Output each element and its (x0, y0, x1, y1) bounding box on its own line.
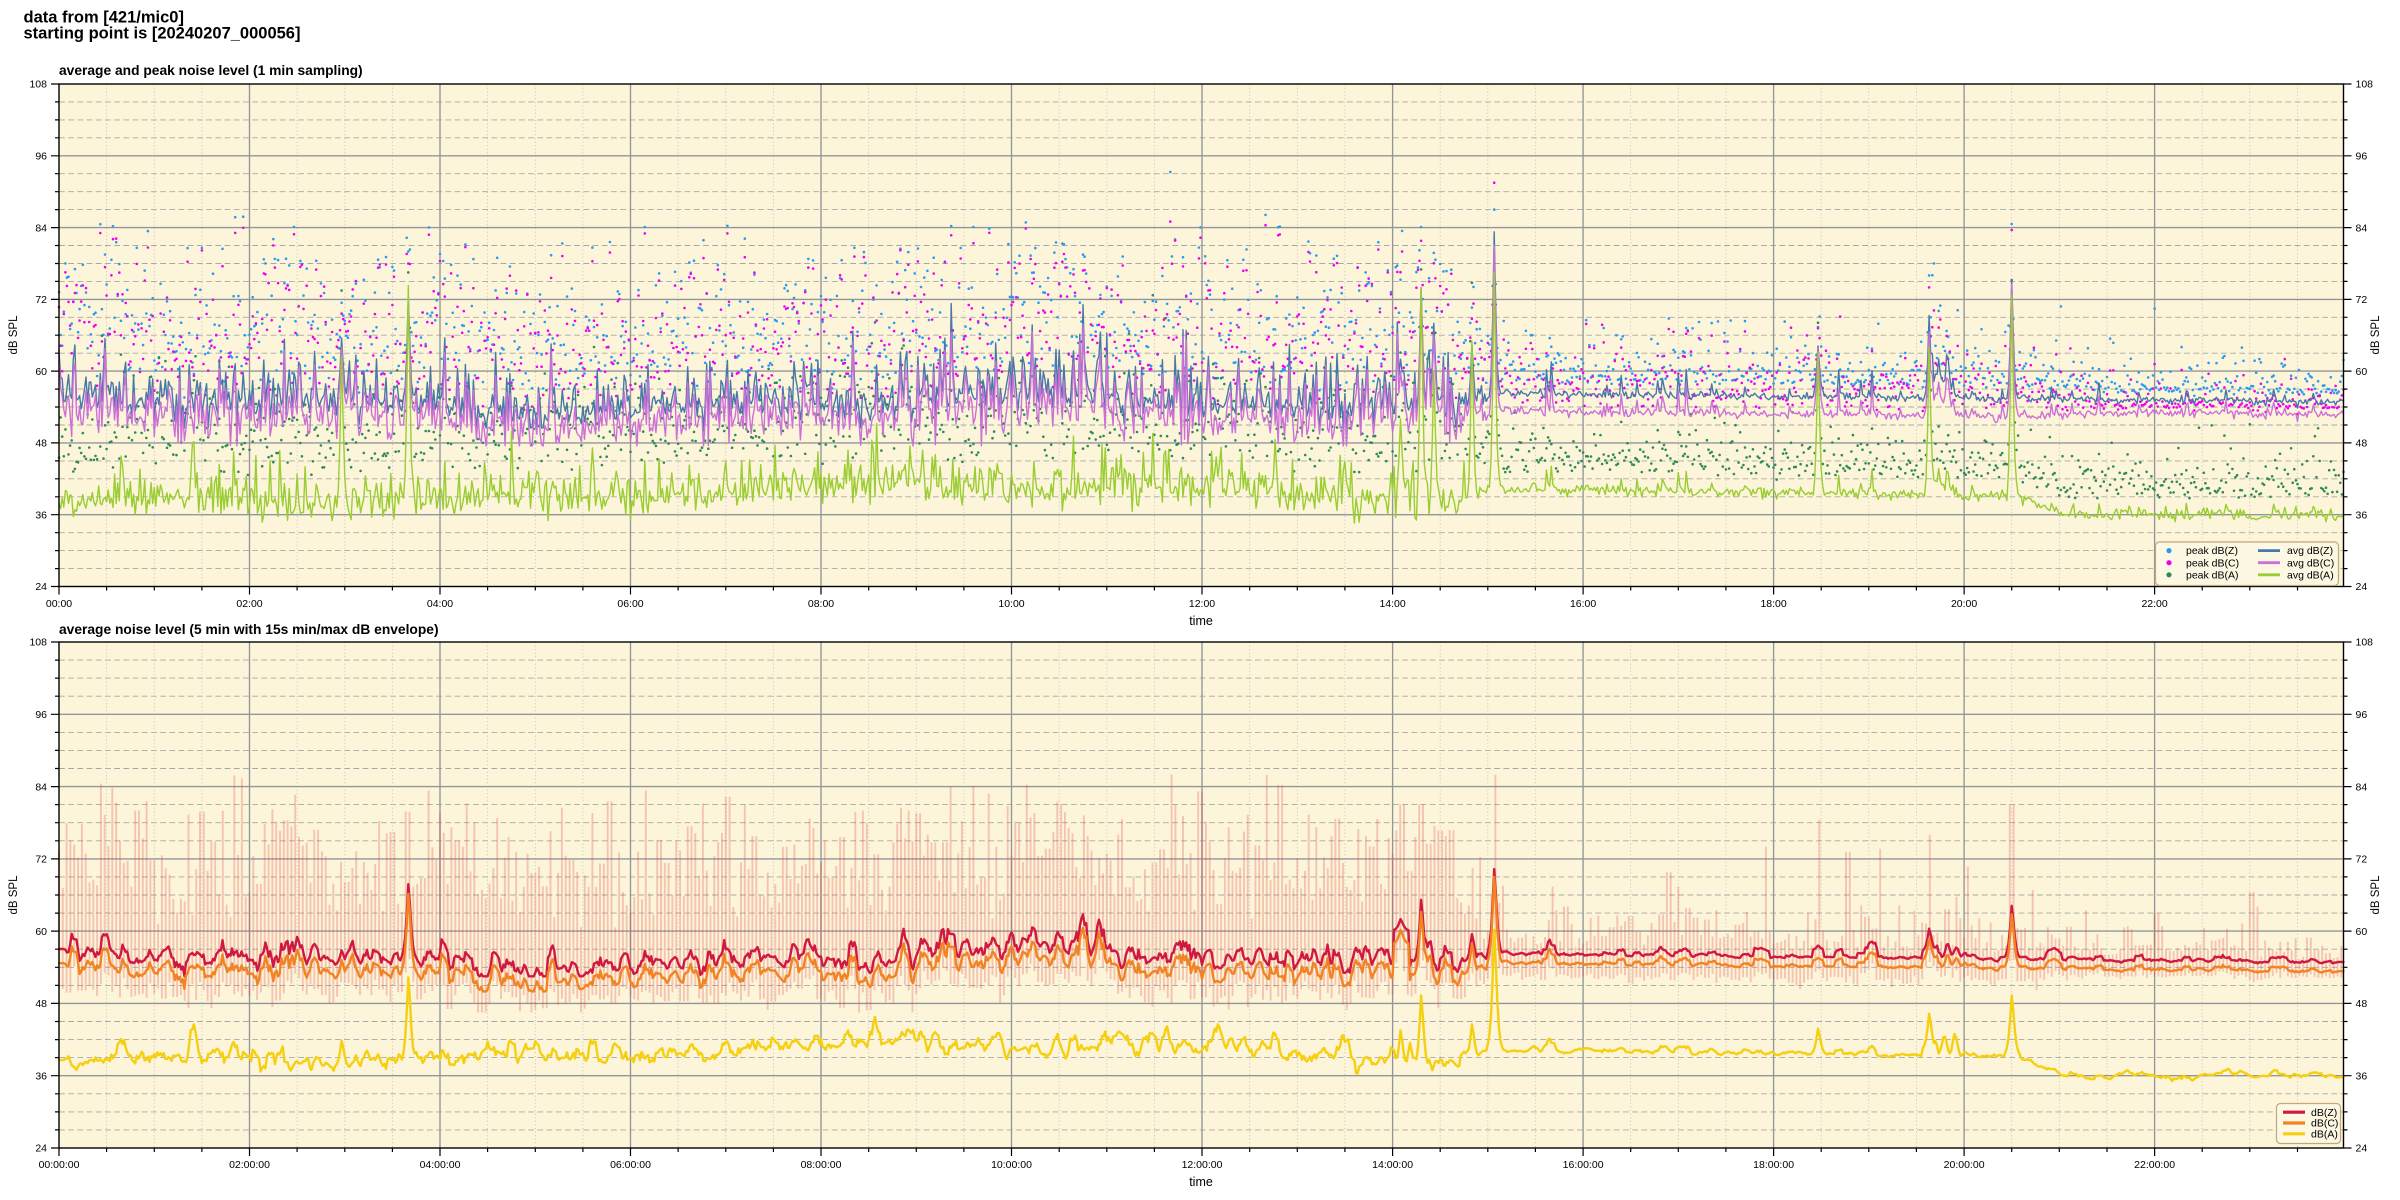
svg-text:04:00: 04:00 (427, 598, 453, 610)
svg-text:starting point is [20240207_00: starting point is [20240207_000056] (24, 25, 301, 43)
svg-text:16:00:00: 16:00:00 (1563, 1159, 1604, 1171)
svg-text:10:00: 10:00 (998, 598, 1024, 610)
svg-text:16:00: 16:00 (1570, 598, 1596, 610)
svg-text:108: 108 (29, 637, 47, 649)
svg-text:96: 96 (2356, 151, 2368, 163)
svg-text:average and peak noise level (: average and peak noise level (1 min samp… (59, 63, 363, 78)
svg-text:00:00: 00:00 (46, 598, 72, 610)
svg-text:data from [421/mic0]: data from [421/mic0] (24, 9, 184, 27)
svg-text:96: 96 (35, 151, 47, 163)
svg-text:peak dB(Z): peak dB(Z) (2186, 545, 2238, 557)
svg-text:96: 96 (35, 709, 47, 721)
svg-text:peak dB(C): peak dB(C) (2186, 557, 2239, 569)
svg-text:14:00: 14:00 (1379, 598, 1405, 610)
svg-text:avg dB(C): avg dB(C) (2287, 557, 2334, 569)
svg-text:dB SPL: dB SPL (8, 315, 20, 355)
svg-text:00:00:00: 00:00:00 (39, 1159, 80, 1171)
svg-text:dB(Z): dB(Z) (2311, 1107, 2337, 1119)
svg-text:peak dB(A): peak dB(A) (2186, 569, 2239, 581)
svg-text:dB(A): dB(A) (2311, 1128, 2338, 1140)
svg-text:14:00:00: 14:00:00 (1372, 1159, 1413, 1171)
svg-text:96: 96 (2356, 709, 2368, 721)
svg-text:60: 60 (35, 366, 47, 378)
svg-text:06:00: 06:00 (617, 598, 643, 610)
svg-text:72: 72 (2356, 854, 2368, 866)
svg-text:avg dB(Z): avg dB(Z) (2287, 545, 2333, 557)
svg-text:10:00:00: 10:00:00 (991, 1159, 1032, 1171)
svg-text:08:00: 08:00 (808, 598, 834, 610)
svg-text:02:00: 02:00 (236, 598, 262, 610)
svg-text:12:00:00: 12:00:00 (1182, 1159, 1223, 1171)
svg-text:84: 84 (2356, 781, 2368, 793)
svg-text:48: 48 (35, 998, 47, 1010)
svg-text:18:00:00: 18:00:00 (1753, 1159, 1794, 1171)
svg-text:24: 24 (35, 581, 47, 593)
svg-text:24: 24 (2356, 1143, 2368, 1155)
svg-text:60: 60 (35, 926, 47, 938)
svg-text:average noise level (5 min wit: average noise level (5 min with 15s min/… (59, 622, 439, 637)
svg-text:dB SPL: dB SPL (2370, 315, 2382, 355)
svg-text:18:00: 18:00 (1760, 598, 1786, 610)
svg-text:108: 108 (2356, 79, 2374, 91)
svg-text:36: 36 (35, 509, 47, 521)
svg-text:08:00:00: 08:00:00 (801, 1159, 842, 1171)
svg-text:time: time (1189, 1175, 1213, 1189)
svg-text:04:00:00: 04:00:00 (420, 1159, 461, 1171)
svg-text:20:00:00: 20:00:00 (1944, 1159, 1985, 1171)
svg-text:60: 60 (2356, 366, 2368, 378)
svg-text:dB SPL: dB SPL (8, 875, 20, 915)
svg-text:84: 84 (2356, 222, 2368, 234)
svg-text:36: 36 (35, 1070, 47, 1082)
svg-text:108: 108 (2356, 637, 2374, 649)
svg-text:12:00: 12:00 (1189, 598, 1215, 610)
svg-text:72: 72 (35, 854, 47, 866)
svg-text:22:00: 22:00 (2141, 598, 2167, 610)
svg-text:48: 48 (2356, 998, 2368, 1010)
svg-text:06:00:00: 06:00:00 (610, 1159, 651, 1171)
svg-text:02:00:00: 02:00:00 (229, 1159, 270, 1171)
svg-text:36: 36 (2356, 509, 2368, 521)
svg-text:dB(C): dB(C) (2311, 1118, 2338, 1130)
svg-text:time: time (1189, 614, 1213, 628)
svg-text:48: 48 (2356, 438, 2368, 450)
svg-text:24: 24 (35, 1143, 47, 1155)
svg-text:24: 24 (2356, 581, 2368, 593)
svg-text:84: 84 (35, 222, 47, 234)
svg-text:20:00: 20:00 (1951, 598, 1977, 610)
svg-text:108: 108 (29, 79, 47, 91)
svg-text:72: 72 (35, 294, 47, 306)
svg-text:dB SPL: dB SPL (2370, 875, 2382, 915)
svg-text:avg dB(A): avg dB(A) (2287, 569, 2334, 581)
svg-text:22:00:00: 22:00:00 (2134, 1159, 2175, 1171)
svg-text:36: 36 (2356, 1070, 2368, 1082)
svg-text:60: 60 (2356, 926, 2368, 938)
svg-text:48: 48 (35, 438, 47, 450)
svg-text:84: 84 (35, 781, 47, 793)
svg-text:72: 72 (2356, 294, 2368, 306)
